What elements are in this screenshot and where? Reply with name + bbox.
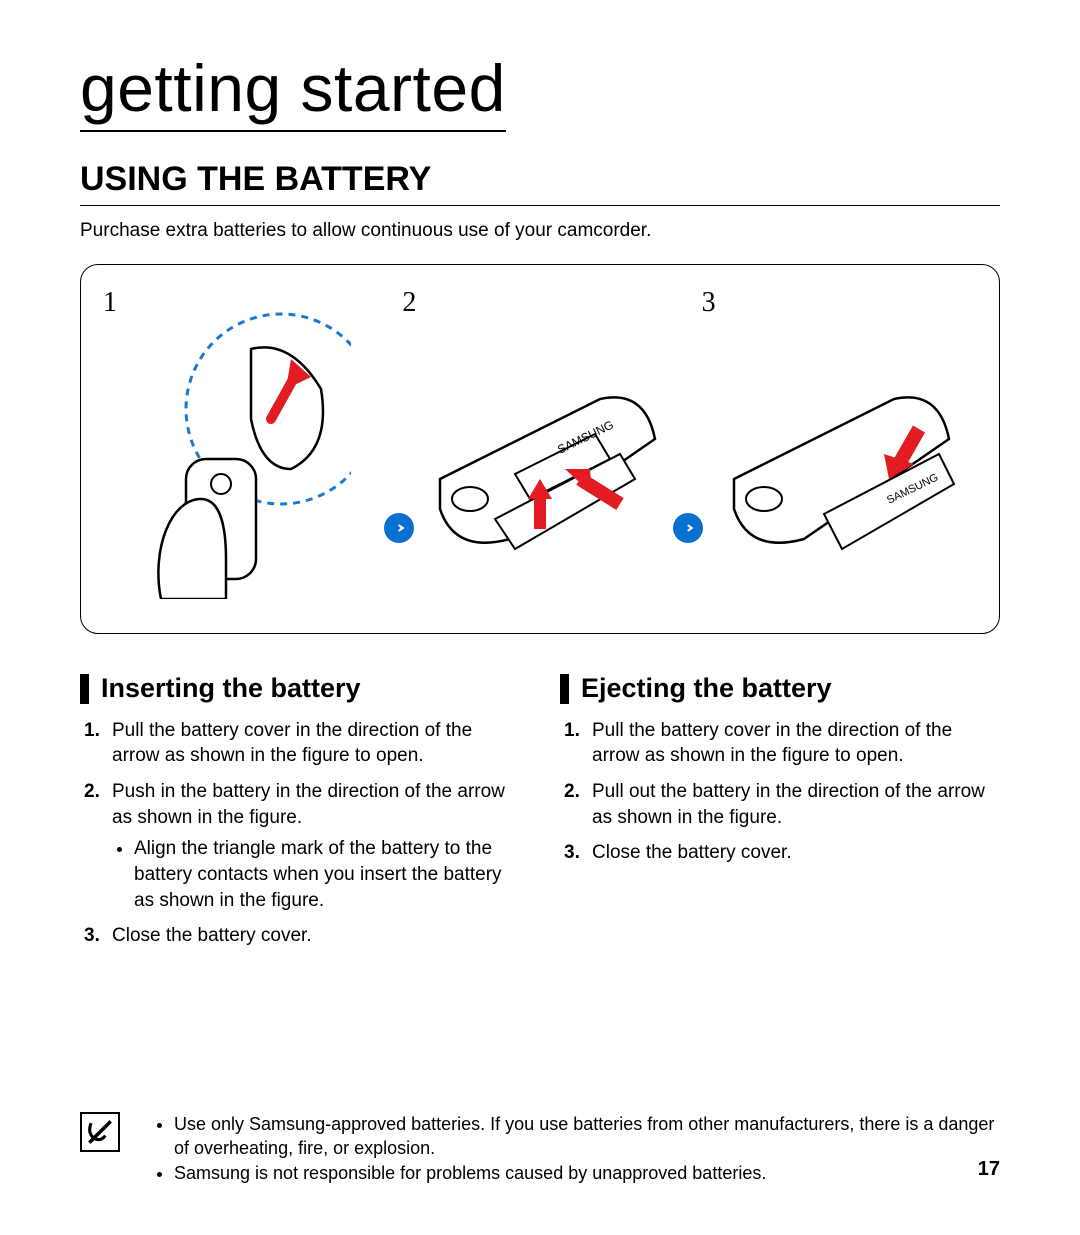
intro-text: Purchase extra batteries to allow contin… xyxy=(80,220,1000,242)
ejecting-column: Ejecting the battery Pull the battery co… xyxy=(560,674,1000,959)
figure-box: 1 xyxy=(80,264,1000,634)
inserting-step-2: Push in the battery in the direction of … xyxy=(84,779,520,913)
note-item-1: Use only Samsung-approved batteries. If … xyxy=(174,1112,1000,1161)
inserting-column: Inserting the battery Pull the battery c… xyxy=(80,674,520,959)
ejecting-heading: Ejecting the battery xyxy=(560,674,1000,704)
inserting-step-3: Close the battery cover. xyxy=(84,923,520,949)
figure-step-2: 2 SAMSUNG xyxy=(390,275,689,623)
inserting-step-1: Pull the battery cover in the direction … xyxy=(84,718,520,769)
inserting-step-2-sub: Align the triangle mark of the battery t… xyxy=(134,836,520,913)
figure-step-1: 1 xyxy=(91,275,390,623)
note-icon xyxy=(80,1112,120,1152)
step-text: Pull the battery cover in the direction … xyxy=(592,720,952,767)
step-text: Close the battery cover. xyxy=(592,842,792,863)
ejecting-step-2: Pull out the battery in the direction of… xyxy=(564,779,1000,830)
chapter-title: getting started xyxy=(80,50,506,132)
ejecting-step-3: Close the battery cover. xyxy=(564,840,1000,866)
note-box: Use only Samsung-approved batteries. If … xyxy=(80,1112,1000,1185)
figure-label-3: 3 xyxy=(702,287,716,319)
ejecting-step-1: Pull the battery cover in the direction … xyxy=(564,718,1000,769)
ejecting-steps: Pull the battery cover in the direction … xyxy=(560,718,1000,866)
page-number: 17 xyxy=(978,1158,1000,1181)
step-text: Push in the battery in the direction of … xyxy=(112,781,505,828)
figure-step-3: 3 SAMSUNG xyxy=(690,275,989,623)
figure-illustration-2: SAMSUNG xyxy=(410,299,670,599)
step-text: Pull out the battery in the direction of… xyxy=(592,781,985,828)
section-heading: USING THE BATTERY xyxy=(80,160,1000,206)
figure-illustration-3: SAMSUNG xyxy=(709,299,969,599)
step-text: Close the battery cover. xyxy=(112,925,312,946)
figure-label-1: 1 xyxy=(103,287,117,319)
step-text: Pull the battery cover in the direction … xyxy=(112,720,472,767)
figure-illustration-1 xyxy=(131,299,351,599)
inserting-heading: Inserting the battery xyxy=(80,674,520,704)
note-list: Use only Samsung-approved batteries. If … xyxy=(138,1112,1000,1185)
figure-label-2: 2 xyxy=(402,287,416,319)
inserting-steps: Pull the battery cover in the direction … xyxy=(80,718,520,949)
note-item-2: Samsung is not responsible for problems … xyxy=(174,1161,1000,1185)
